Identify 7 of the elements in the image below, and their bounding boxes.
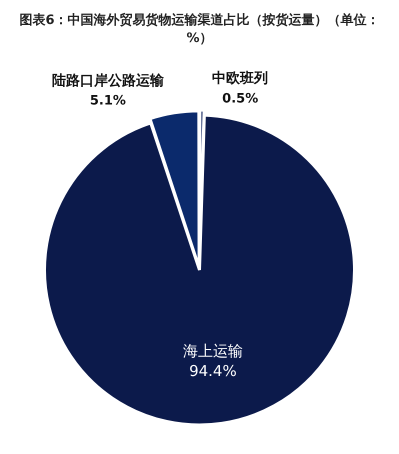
slice-label: 陆路口岸公路运输 (52, 72, 165, 89)
data-label: 94.4% (189, 362, 237, 380)
slice-label: 中欧班列 (212, 70, 268, 87)
data-label: 0.5% (222, 91, 258, 106)
data-label: 5.1% (90, 94, 126, 109)
slice-label: 海上运输 (182, 342, 243, 360)
chart-title: 图表6：中国海外贸易货物运输渠道占比（按货运量）（单位：%） (18, 12, 381, 48)
